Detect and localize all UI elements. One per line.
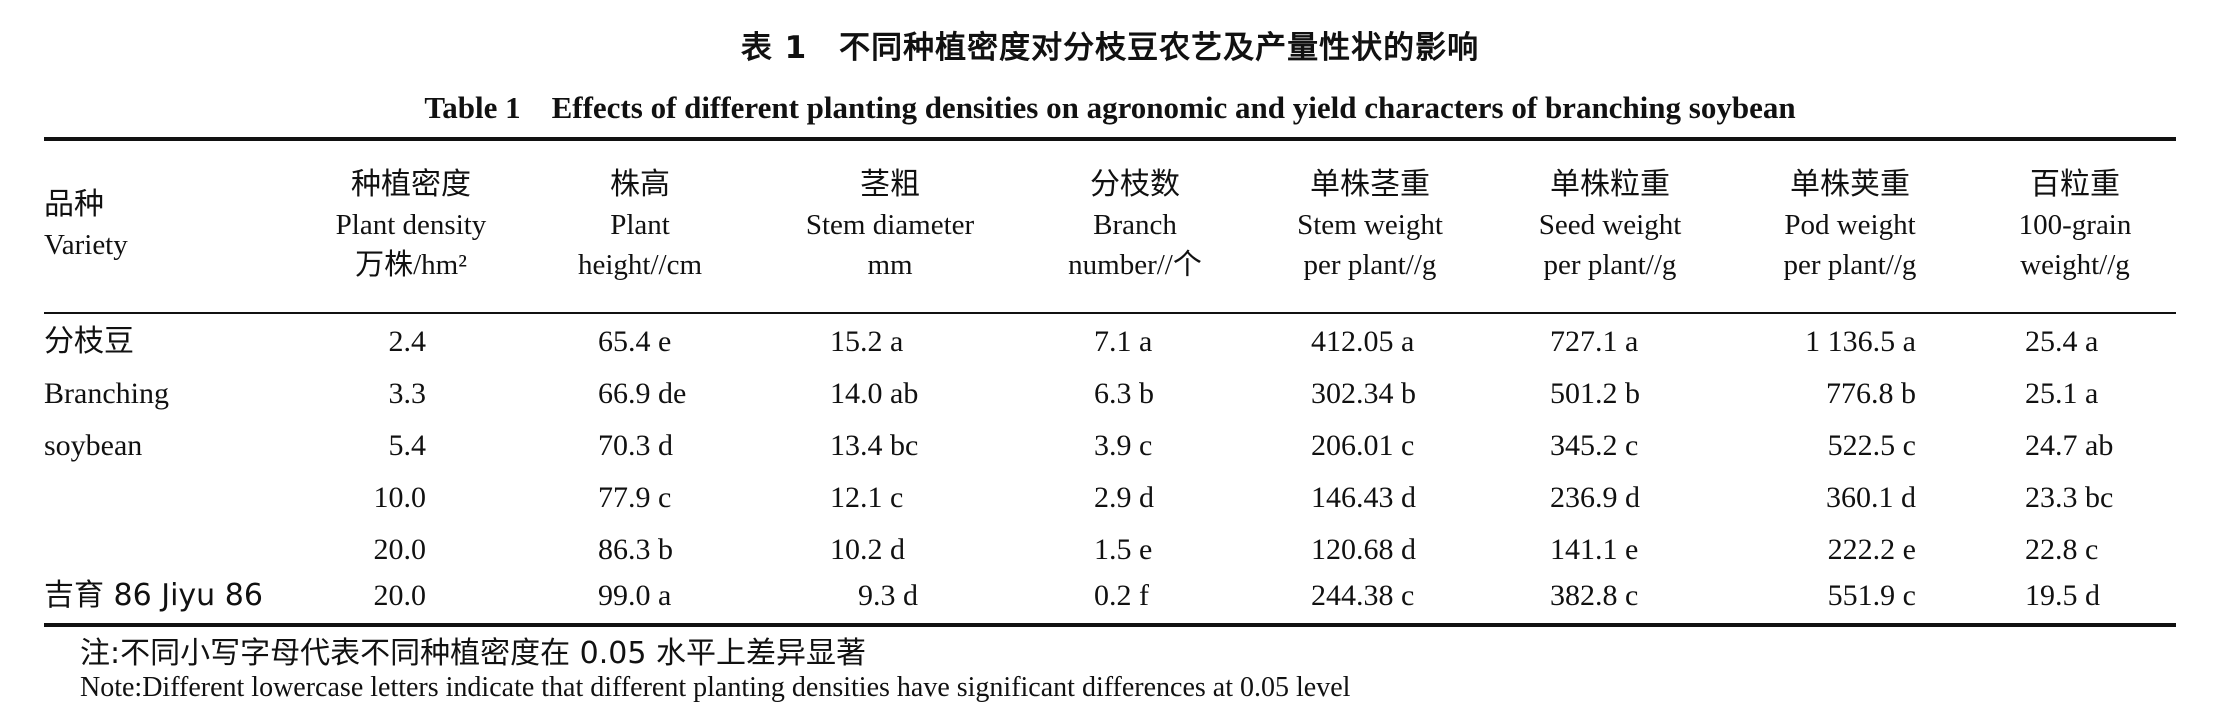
cell-seed-weight: 236.9 d — [1550, 481, 1640, 514]
cell-variety: Branching — [44, 377, 169, 410]
table-row: 10.0 77.9 c 12.1 c 2.9 d 146.43 d 236.9 … — [0, 472, 2220, 524]
cell-branch: 2.9 d — [1094, 481, 1154, 514]
cell-height: 99.0 a — [598, 579, 672, 612]
cell-seed-weight: 727.1 a — [1550, 325, 1639, 358]
cell-stem-diameter: 12.1 c — [830, 481, 904, 514]
cell-stem-weight: 146.43 d — [1311, 481, 1416, 514]
footnote-en: Note:Different lowercase letters indicat… — [80, 672, 1351, 703]
table-row: 吉育 86 Jiyu 86 20.0 99.0 a 9.3 d 0.2 f 24… — [0, 570, 2220, 622]
cell-stem-diameter: 13.4 bc — [830, 429, 919, 462]
header-stem-diameter: 茎粗 Stem diameter mm — [805, 167, 975, 281]
table-row: soybean 5.4 70.3 d 13.4 bc 3.9 c 206.01 … — [0, 420, 2220, 472]
cell-100-grain: 25.1 a — [2025, 377, 2099, 410]
cell-stem-diameter: 9.3 d — [858, 579, 918, 612]
cell-height: 65.4 e — [598, 325, 672, 358]
cell-density: 20.0 — [373, 533, 427, 566]
footnote-cn: 注:不同小写字母代表不同种植密度在 0.05 水平上差异显著 — [80, 636, 866, 671]
table-row: 20.0 86.3 b 10.2 d 1.5 e 120.68 d 141.1 … — [0, 524, 2220, 576]
cell-density: 20.0 — [373, 579, 427, 612]
cell-100-grain: 22.8 c — [2025, 533, 2099, 566]
table-title-cn: 表 1 不同种植密度对分枝豆农艺及产量性状的影响 — [740, 30, 1480, 66]
cell-seed-weight: 141.1 e — [1550, 533, 1639, 566]
table-row: Branching 3.3 66.9 de 14.0 ab 6.3 b 302.… — [0, 368, 2220, 420]
cell-pod-weight: 222.2 e — [1827, 533, 1916, 566]
cell-branch: 7.1 a — [1094, 325, 1153, 358]
cell-height: 66.9 de — [598, 377, 687, 410]
top-rule — [44, 137, 2176, 141]
cell-density: 2.4 — [388, 325, 427, 358]
cell-branch: 3.9 c — [1094, 429, 1153, 462]
cell-branch: 6.3 b — [1094, 377, 1154, 410]
cell-stem-weight: 120.68 d — [1311, 533, 1416, 566]
cell-seed-weight: 345.2 c — [1550, 429, 1639, 462]
header-100-grain-weight: 百粒重 100-grain weight//g — [2018, 167, 2132, 281]
header-pod-weight: 单株荚重 Pod weight per plant//g — [1783, 167, 1917, 281]
cell-density: 3.3 — [388, 377, 427, 410]
cell-seed-weight: 382.8 c — [1550, 579, 1639, 612]
cell-variety: 吉育 86 Jiyu 86 — [44, 578, 263, 613]
cell-stem-diameter: 14.0 ab — [830, 377, 919, 410]
cell-100-grain: 25.4 a — [2025, 325, 2099, 358]
cell-branch: 0.2 f — [1094, 579, 1149, 612]
table-title-en: Table 1 Effects of different planting de… — [424, 90, 1796, 125]
cell-stem-weight: 302.34 b — [1311, 377, 1416, 410]
cell-variety: 分枝豆 — [44, 324, 134, 359]
bottom-rule — [44, 623, 2176, 627]
cell-100-grain: 23.3 bc — [2025, 481, 2114, 514]
cell-variety: soybean — [44, 429, 143, 462]
cell-height: 70.3 d — [598, 429, 673, 462]
table-row: 分枝豆 2.4 65.4 e 15.2 a 7.1 a 412.05 a 727… — [0, 316, 2220, 368]
header-plant-density: 种植密度 Plant density 万株/hm² — [335, 167, 487, 281]
cell-pod-weight: 360.1 d — [1826, 481, 1916, 514]
cell-density: 10.0 — [373, 481, 427, 514]
cell-pod-weight: 1 136.5 a — [1805, 325, 1916, 358]
cell-stem-diameter: 15.2 a — [830, 325, 904, 358]
header-seed-weight: 单株粒重 Seed weight per plant//g — [1538, 167, 1682, 281]
cell-stem-weight: 412.05 a — [1311, 325, 1415, 358]
cell-100-grain: 24.7 ab — [2025, 429, 2114, 462]
header-plant-height: 株高 Plant height//cm — [577, 167, 703, 281]
header-branch-number: 分枝数 Branch number//个 — [1068, 167, 1202, 281]
header-rule — [44, 312, 2176, 314]
cell-pod-weight: 551.9 c — [1827, 579, 1916, 612]
cell-100-grain: 19.5 d — [2025, 579, 2100, 612]
header-variety: 品种 Variety — [44, 187, 128, 261]
cell-density: 5.4 — [388, 429, 427, 462]
cell-height: 86.3 b — [598, 533, 673, 566]
header-stem-weight: 单株茎重 Stem weight per plant//g — [1297, 167, 1443, 281]
cell-pod-weight: 776.8 b — [1826, 377, 1916, 410]
cell-stem-diameter: 10.2 d — [830, 533, 905, 566]
cell-pod-weight: 522.5 c — [1827, 429, 1916, 462]
cell-seed-weight: 501.2 b — [1550, 377, 1640, 410]
cell-stem-weight: 244.38 c — [1311, 579, 1415, 612]
cell-branch: 1.5 e — [1094, 533, 1153, 566]
cell-stem-weight: 206.01 c — [1311, 429, 1415, 462]
cell-height: 77.9 c — [598, 481, 672, 514]
